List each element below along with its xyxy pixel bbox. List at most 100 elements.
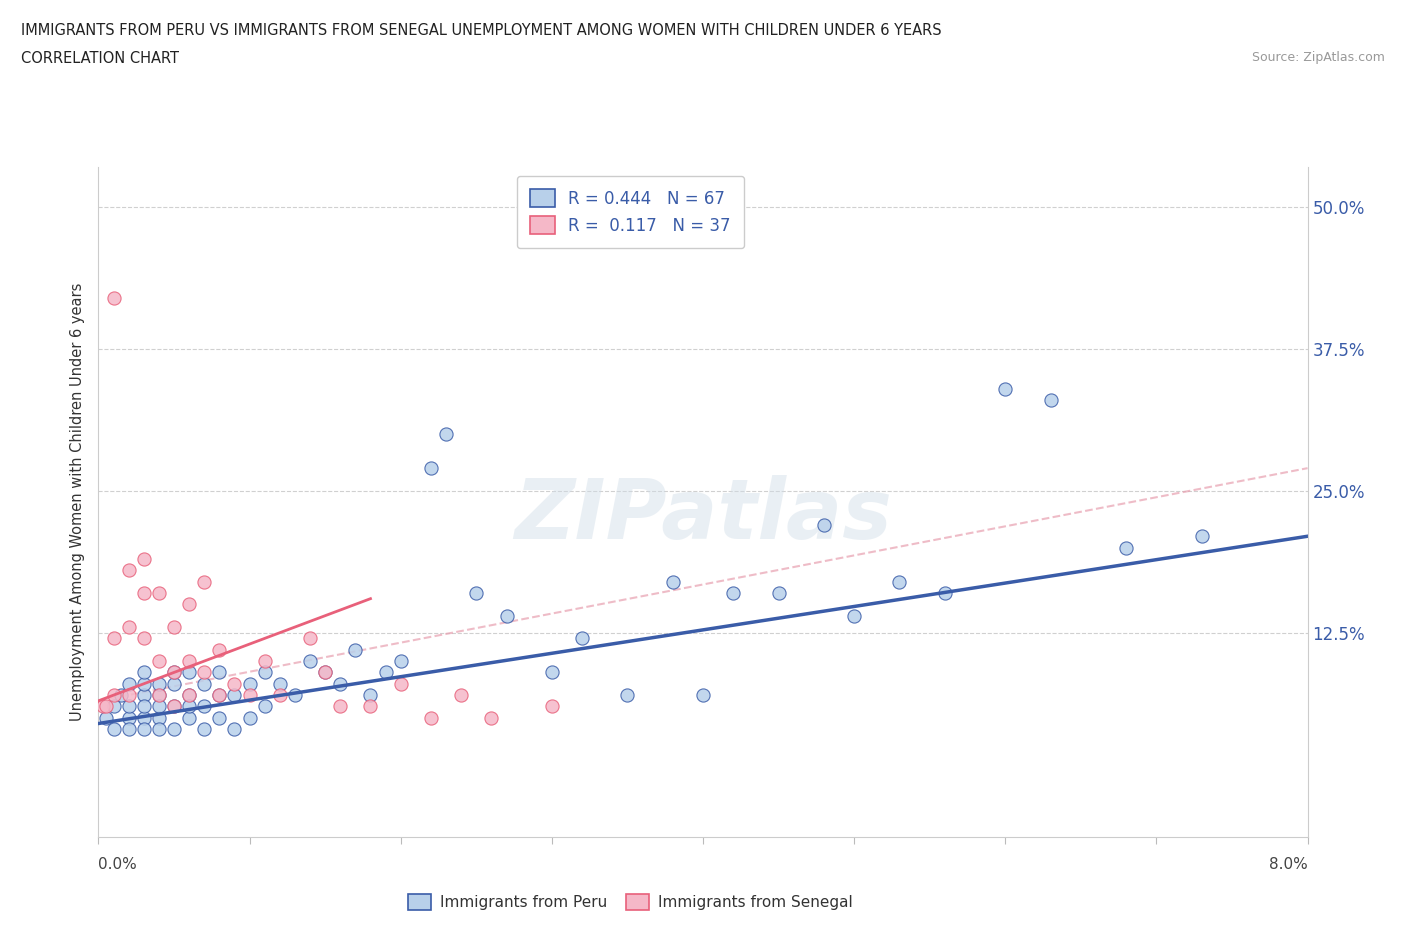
Point: [148, 699, 170, 714]
Point: [934, 586, 956, 601]
Point: [132, 687, 155, 702]
Point: [344, 643, 367, 658]
Point: [1115, 540, 1137, 555]
Point: [768, 586, 790, 601]
Point: [434, 427, 457, 442]
Point: [193, 676, 215, 691]
Point: [118, 676, 141, 691]
Point: [132, 631, 155, 645]
Legend: Immigrants from Peru, Immigrants from Senegal: Immigrants from Peru, Immigrants from Se…: [402, 887, 859, 916]
Point: [450, 687, 472, 702]
Text: CORRELATION CHART: CORRELATION CHART: [21, 51, 179, 66]
Point: [193, 574, 215, 589]
Point: [94, 711, 117, 725]
Point: [163, 619, 186, 634]
Point: [118, 563, 141, 578]
Point: [103, 722, 125, 737]
Point: [148, 687, 170, 702]
Point: [208, 711, 231, 725]
Point: [148, 687, 170, 702]
Point: [163, 665, 186, 680]
Point: [253, 699, 276, 714]
Point: [118, 699, 141, 714]
Point: [314, 665, 336, 680]
Text: IMMIGRANTS FROM PERU VS IMMIGRANTS FROM SENEGAL UNEMPLOYMENT AMONG WOMEN WITH CH: IMMIGRANTS FROM PERU VS IMMIGRANTS FROM …: [21, 23, 942, 38]
Point: [163, 722, 186, 737]
Point: [253, 665, 276, 680]
Point: [360, 687, 382, 702]
Point: [420, 460, 443, 475]
Point: [179, 597, 201, 612]
Point: [179, 711, 201, 725]
Point: [163, 676, 186, 691]
Point: [132, 676, 155, 691]
Point: [299, 631, 322, 645]
Text: ZIPatlas: ZIPatlas: [515, 475, 891, 556]
Point: [813, 517, 835, 532]
Point: [994, 381, 1017, 396]
Point: [239, 676, 262, 691]
Point: [269, 687, 291, 702]
Point: [193, 665, 215, 680]
Point: [179, 665, 201, 680]
Point: [132, 699, 155, 714]
Point: [208, 687, 231, 702]
Point: [208, 643, 231, 658]
Point: [481, 711, 503, 725]
Point: [148, 711, 170, 725]
Point: [1039, 392, 1062, 407]
Point: [299, 654, 322, 669]
Point: [284, 687, 307, 702]
Point: [148, 586, 170, 601]
Point: [224, 676, 246, 691]
Point: [420, 711, 443, 725]
Point: [94, 699, 117, 714]
Point: [239, 711, 262, 725]
Point: [103, 699, 125, 714]
Point: [148, 654, 170, 669]
Point: [132, 551, 155, 566]
Point: [118, 687, 141, 702]
Point: [163, 699, 186, 714]
Point: [179, 699, 201, 714]
Point: [541, 665, 564, 680]
Point: [269, 676, 291, 691]
Y-axis label: Unemployment Among Women with Children Under 6 years: Unemployment Among Women with Children U…: [70, 283, 86, 722]
Point: [360, 699, 382, 714]
Point: [179, 687, 201, 702]
Point: [224, 722, 246, 737]
Point: [103, 631, 125, 645]
Point: [179, 687, 201, 702]
Point: [179, 654, 201, 669]
Point: [314, 665, 336, 680]
Point: [132, 722, 155, 737]
Point: [889, 574, 911, 589]
Point: [1191, 529, 1213, 544]
Point: [103, 687, 125, 702]
Point: [224, 687, 246, 702]
Point: [118, 722, 141, 737]
Text: 8.0%: 8.0%: [1268, 857, 1308, 872]
Point: [389, 654, 412, 669]
Point: [253, 654, 276, 669]
Point: [163, 665, 186, 680]
Point: [91, 699, 114, 714]
Point: [329, 699, 352, 714]
Point: [495, 608, 517, 623]
Point: [132, 665, 155, 680]
Point: [208, 665, 231, 680]
Point: [723, 586, 745, 601]
Point: [132, 586, 155, 601]
Point: [103, 290, 125, 305]
Point: [239, 687, 262, 702]
Point: [110, 687, 132, 702]
Point: [374, 665, 396, 680]
Point: [844, 608, 866, 623]
Point: [118, 711, 141, 725]
Point: [208, 687, 231, 702]
Text: Source: ZipAtlas.com: Source: ZipAtlas.com: [1251, 51, 1385, 64]
Point: [389, 676, 412, 691]
Point: [132, 711, 155, 725]
Point: [662, 574, 685, 589]
Point: [193, 699, 215, 714]
